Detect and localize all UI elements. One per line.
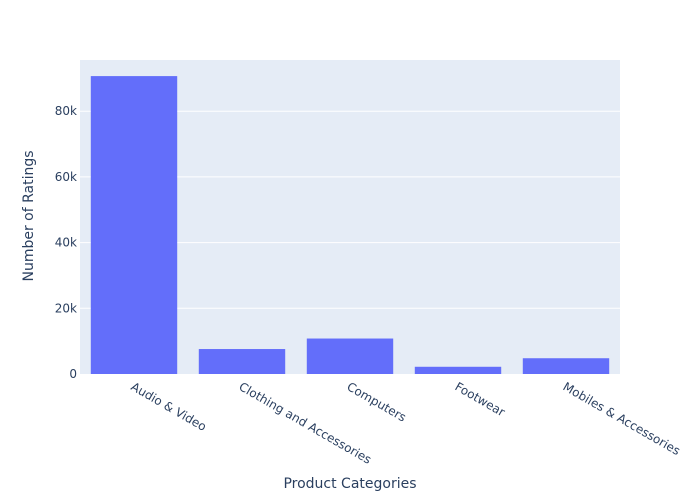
bar[interactable] bbox=[90, 76, 178, 374]
bar[interactable] bbox=[198, 349, 286, 374]
x-tick-label: Computers bbox=[345, 379, 409, 424]
bar[interactable] bbox=[522, 358, 610, 374]
y-tick-label: 20k bbox=[55, 301, 77, 315]
y-tick-label: 60k bbox=[55, 170, 77, 184]
y-tick-label: 0 bbox=[69, 367, 77, 381]
x-tick-label: Audio & Video bbox=[129, 379, 209, 433]
x-tick-label: Mobiles & Accessories bbox=[561, 379, 683, 458]
bar[interactable] bbox=[306, 338, 394, 374]
y-tick-label: 40k bbox=[55, 236, 77, 250]
x-axis-ticks: Audio & Video Clothing and AccessoriesCom… bbox=[129, 379, 683, 466]
bar[interactable] bbox=[414, 366, 502, 374]
y-tick-label: 80k bbox=[55, 104, 77, 118]
bars bbox=[90, 76, 610, 374]
y-axis-ticks: 0 20k 40k 60k 80k bbox=[55, 104, 77, 381]
y-axis-title: Number of Ratings bbox=[21, 150, 37, 281]
x-tick-label: Footwear bbox=[453, 379, 508, 419]
x-axis-title: Product Categories bbox=[283, 476, 416, 492]
